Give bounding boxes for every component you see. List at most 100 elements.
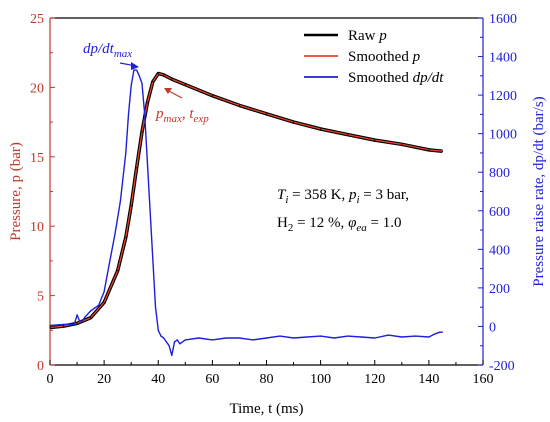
annotation-dpdt-arrowhead [131,62,139,70]
right-tick-label: 600 [489,205,510,220]
raw-p-point [163,74,165,76]
raw-p-point [117,270,119,272]
raw-p-point [146,102,149,104]
dpdt-point [265,337,268,339]
raw-p-point [103,301,105,304]
right-tick-label: 0 [489,320,496,335]
dpdt-point [154,306,157,308]
dpdt-point [179,343,181,345]
x-tick-label: 20 [97,372,111,387]
raw-p-point [441,150,444,152]
dpdt-point [320,335,322,337]
dpdt-point [171,354,173,356]
dpdt-point [98,304,100,306]
raw-p-point [347,133,349,136]
x-axis-title: Time, t (ms) [229,401,303,417]
dpdt-point [163,337,165,339]
dpdt-point [73,323,75,325]
dpdt-point [441,331,444,333]
right-tick-label: 1200 [489,89,517,104]
dpdt-point [146,161,149,164]
legend-label: Smoothed p [348,49,421,65]
x-tick-label: 40 [151,372,165,387]
dpdt-point [428,336,430,338]
dpdt-point [333,337,335,339]
dpdt-point [130,84,132,87]
dpdt-point [168,345,170,347]
left-tick-label: 20 [30,81,44,96]
raw-p-point [374,139,376,141]
dpdt-point [84,316,86,318]
x-tick-label: 140 [418,372,439,387]
right-tick-label: 1600 [489,12,517,27]
legend-label: Raw p [348,28,387,44]
dpdt-point [433,333,435,335]
legend-label: Smoothed dp/dt [348,70,444,86]
raw-p-point [171,78,173,80]
left-tick-label: 15 [30,151,44,166]
dpdt-point [252,339,254,341]
dpdt-point [157,329,159,331]
raw-p-point [89,317,92,319]
left-tick-label: 5 [37,290,44,305]
dpdt-point [49,324,51,327]
annotation-dpdt-max: dp/dtmax [83,41,132,60]
dpdt-point [292,337,295,339]
raw-p-point [136,167,138,169]
dpdt-point [360,336,362,338]
smoothed-p-series [49,72,443,329]
raw-p-point [49,326,51,329]
dpdt-point [149,210,151,212]
dpdt-point [114,233,116,235]
conditions-line-2: H2 = 12 %, φea = 1.0 [277,215,401,234]
dpdt-point [184,339,186,341]
dpdt-point [89,310,92,312]
dpdt-point [225,337,227,339]
dpdt-point [238,337,241,339]
raw-p-point [141,131,143,133]
raw-p-point [76,322,78,324]
dpdt-point [119,200,121,202]
raw-p-point [152,81,154,83]
raw-p-point [238,104,241,107]
dpdt-point [198,337,200,339]
dpdt-point [173,341,176,343]
right-tick-label: 200 [489,282,510,297]
dpdt-point [108,262,111,264]
dpdt-point [211,339,213,341]
dpdt-point [144,113,146,115]
raw-p-point [320,128,322,130]
raw-p-point [428,149,430,151]
raw-p-point [62,325,65,327]
raw-p-point [125,236,127,238]
raw-p-point [211,95,213,97]
x-tick-label: 0 [47,372,54,387]
dpdt-point [127,113,130,115]
dpdt-point [81,320,84,322]
right-tick-label: 1000 [489,128,517,143]
conditions-line-1: Ti = 358 K, pi = 3 bar, [277,187,409,206]
dpdt-point [125,152,127,154]
dpdt-point [347,335,349,337]
right-tick-label: 800 [489,166,510,181]
x-tick-label: 160 [473,372,494,387]
x-tick-label: 60 [205,372,219,387]
raw-p-point [157,72,159,75]
dpdt-point [79,321,81,323]
annotation-pmax-texp: pmax, texp [155,106,209,125]
dpdt-point [165,341,167,343]
dpdt-point [136,69,138,71]
smoothed-dpdt-series [49,69,443,357]
raw-p-point [184,84,186,86]
dpdt-point [138,75,140,77]
dpdt-point [439,331,441,333]
dpdt-point [62,323,65,326]
plot-area: 0 20 40 60 80 100 120 140 1600510152025-20002004… [8,12,547,417]
dpdt-point [374,337,376,339]
raw-p-point [130,204,132,206]
left-axis-title: Pressure, p (bar) [8,142,24,241]
dpdt-point [176,339,178,341]
dpdt-point [306,336,308,338]
